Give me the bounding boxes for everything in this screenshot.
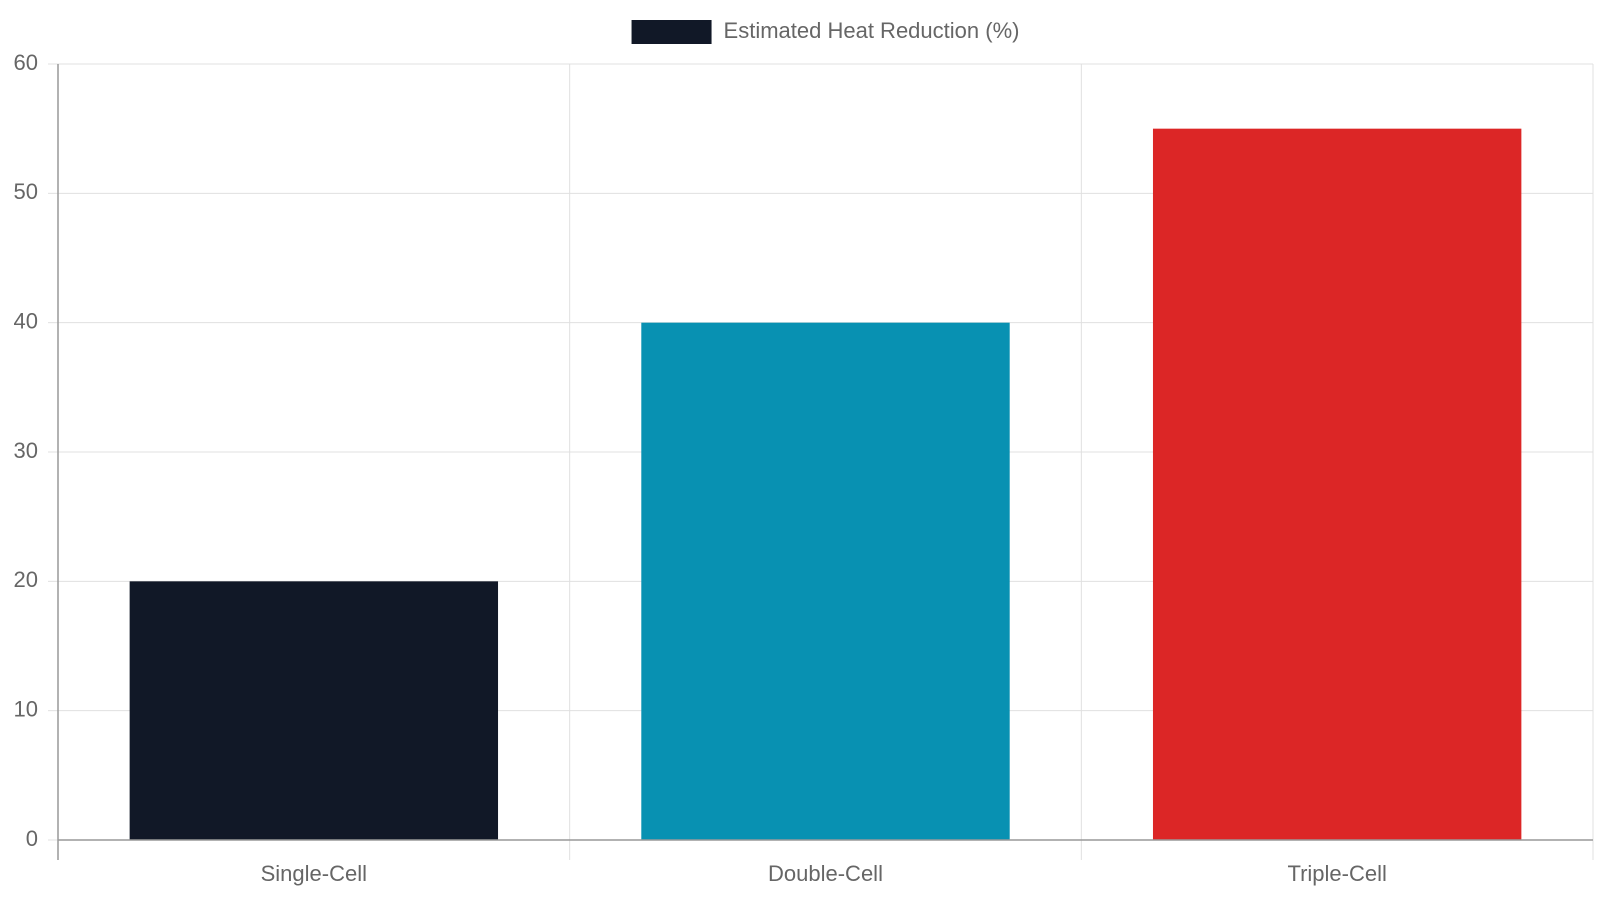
y-tick-label: 30 — [14, 438, 38, 463]
x-tick-label: Single-Cell — [261, 861, 367, 886]
bar — [641, 322, 1010, 841]
y-tick-label: 10 — [14, 696, 38, 721]
legend-label: Estimated Heat Reduction (%) — [724, 18, 1020, 43]
legend-swatch — [631, 20, 712, 44]
bar — [129, 581, 499, 840]
y-tick-label: 40 — [14, 308, 38, 333]
y-tick-label: 0 — [26, 826, 38, 851]
bar — [1152, 128, 1522, 840]
y-tick-label: 60 — [14, 50, 38, 75]
y-tick-label: 20 — [14, 567, 38, 592]
x-tick-label: Double-Cell — [768, 861, 883, 886]
y-tick-label: 50 — [14, 179, 38, 204]
x-tick-label: Triple-Cell — [1287, 861, 1386, 886]
